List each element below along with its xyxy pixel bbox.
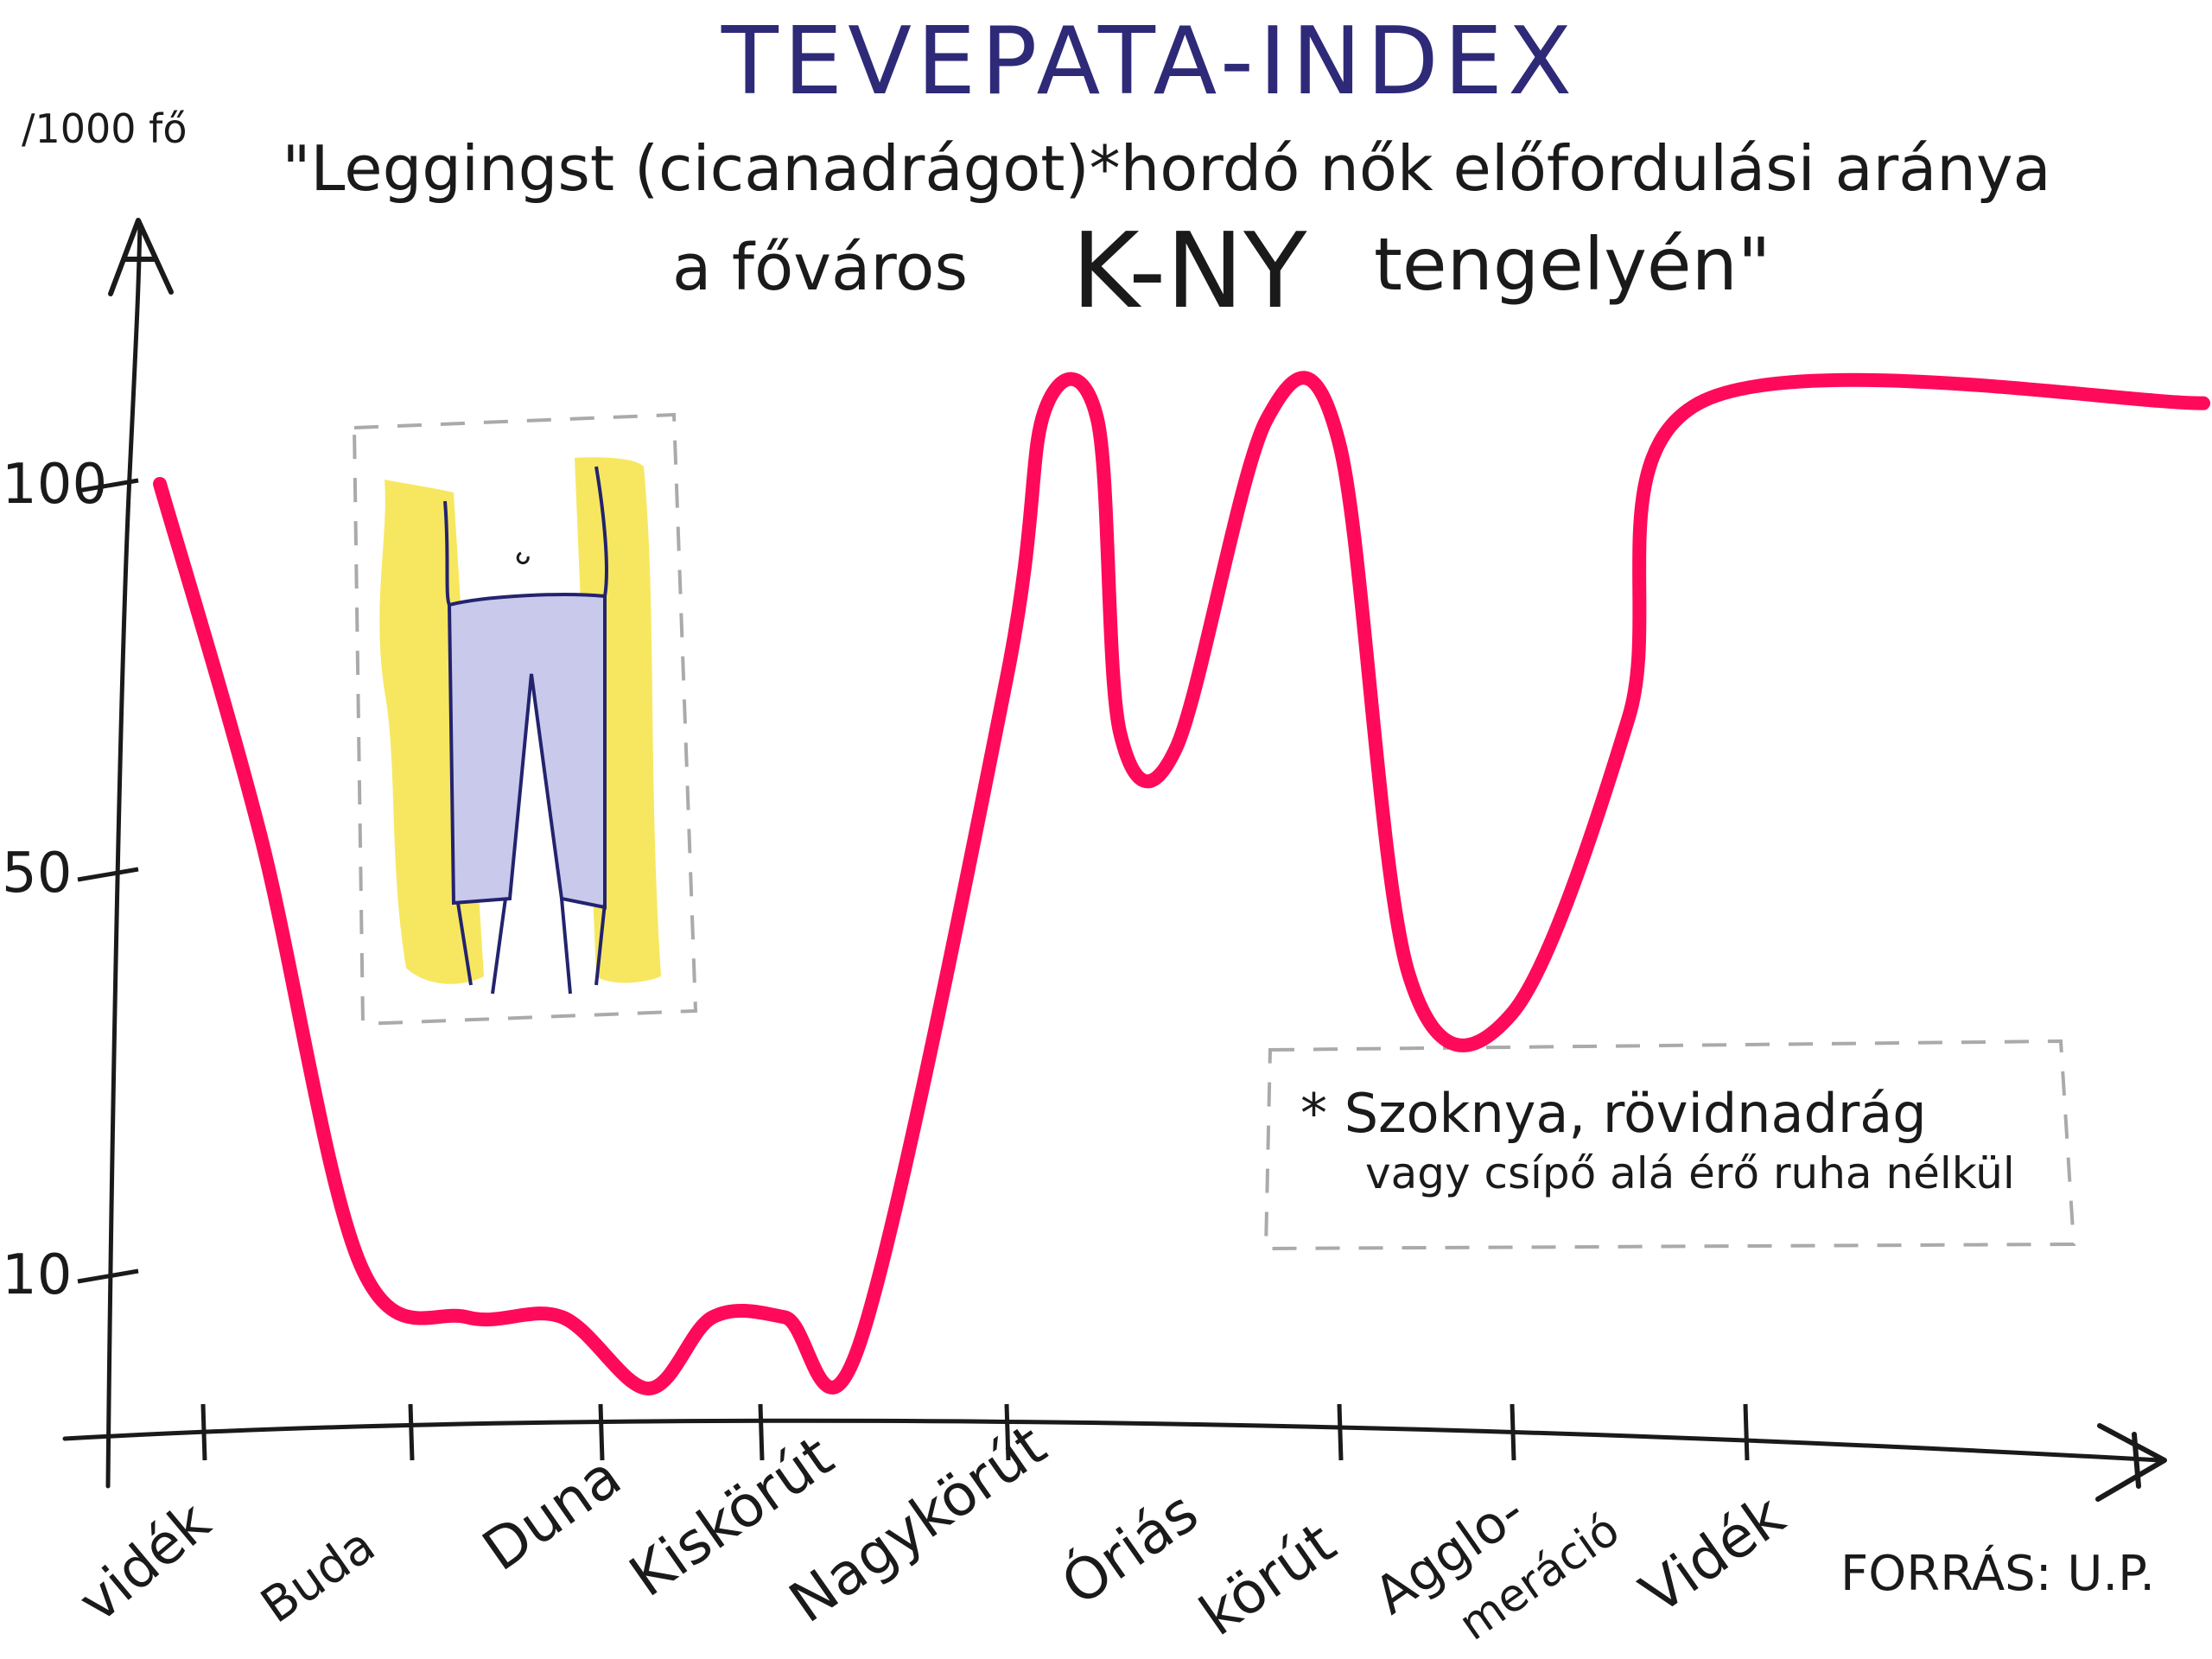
data-point-0-14 — [1266, 418, 1268, 421]
leggings-illustration — [352, 412, 698, 1027]
y-axis-arrowhead — [108, 218, 174, 296]
x-tick-label-5: Óriás — [1050, 1478, 1210, 1618]
data-point-0-2 — [359, 1263, 361, 1266]
x-tick-1 — [408, 1403, 415, 1461]
x-tick-label-0: vidék — [67, 1491, 223, 1636]
data-point-0-16 — [1408, 972, 1409, 975]
data-point-0-10 — [1043, 410, 1046, 412]
series-group — [153, 371, 2210, 1395]
data-point-0-13 — [1175, 747, 1177, 749]
data-point-0-7 — [784, 1316, 786, 1319]
chart-subtitle-line1: "Leggingst (cicanadrágot)*hordó nők előf… — [282, 132, 2050, 205]
x-tick-label-1: Buda — [251, 1517, 385, 1635]
x-tick-6 — [1510, 1403, 1516, 1461]
chart-subtitle-line2-prefix: a főváros — [672, 231, 968, 305]
data-point-0-1 — [259, 833, 261, 835]
data-point-0-19 — [1698, 402, 1700, 404]
x-tick-3 — [758, 1403, 765, 1461]
x-tick-2 — [598, 1403, 605, 1461]
data-point-0-3 — [467, 1316, 468, 1319]
data-point-0-0 — [159, 483, 161, 485]
y-tick-label-50: 50 — [2, 842, 72, 906]
x-axis — [62, 1418, 2163, 1463]
data-point-0-18 — [1628, 716, 1630, 718]
x-tick-4 — [1004, 1403, 1011, 1461]
footnote-box: * Szoknya, rövidnadrág vagy csípő alá ér… — [1263, 1039, 2076, 1251]
data-point-0-4 — [562, 1316, 563, 1319]
y-axis — [105, 222, 143, 1489]
data-point-0-12 — [1119, 732, 1122, 734]
x-tick-label-9: Vidék — [1629, 1482, 1797, 1627]
data-point-0-6 — [711, 1316, 714, 1319]
footnote-line1: * Szoknya, rövidnadrág — [1300, 1082, 1927, 1145]
x-axis-arrowhead — [2095, 1423, 2167, 1502]
y-tick-100 — [77, 478, 139, 493]
chart-subtitle-line2-suffix: tengelyén" — [1374, 222, 1770, 307]
data-point-0-15 — [1338, 442, 1340, 445]
source-label: FORRÁS: U.P. — [1840, 1546, 2155, 1602]
y-tick-10 — [77, 1268, 139, 1284]
y-tick-label-100: 100 — [2, 453, 107, 517]
y-tick-50 — [77, 867, 139, 882]
x-tick-label-2: Duna — [471, 1443, 632, 1584]
y-axis-label: /1000 fő — [22, 105, 188, 152]
x-tick-5 — [1337, 1403, 1344, 1461]
x-ticks: vidék Buda DunaKiskörútNagykörútÓriáskörút… — [67, 1403, 1797, 1651]
data-point-0-5 — [647, 1388, 650, 1389]
data-point-0-20 — [2202, 402, 2204, 404]
x-tick-7 — [1743, 1403, 1750, 1461]
y-ticks: 10 50 100 — [2, 453, 139, 1307]
x-tick-0 — [200, 1403, 207, 1461]
chart-subtitle-line2-emph: K-NY — [1071, 212, 1307, 332]
x-tick-label-6: körút — [1188, 1510, 1347, 1649]
data-point-0-8 — [858, 1344, 860, 1347]
y-tick-label-10: 10 — [2, 1243, 72, 1307]
data-point-0-17 — [1511, 1012, 1513, 1014]
footnote-line2: vagy csípő alá érő ruha nélkül — [1365, 1148, 2015, 1198]
data-point-0-11 — [1096, 418, 1098, 421]
series-line-0 — [153, 371, 2210, 1395]
chart-title: TEVEPATA-INDEX — [721, 8, 1577, 116]
data-point-0-9 — [1006, 677, 1007, 679]
